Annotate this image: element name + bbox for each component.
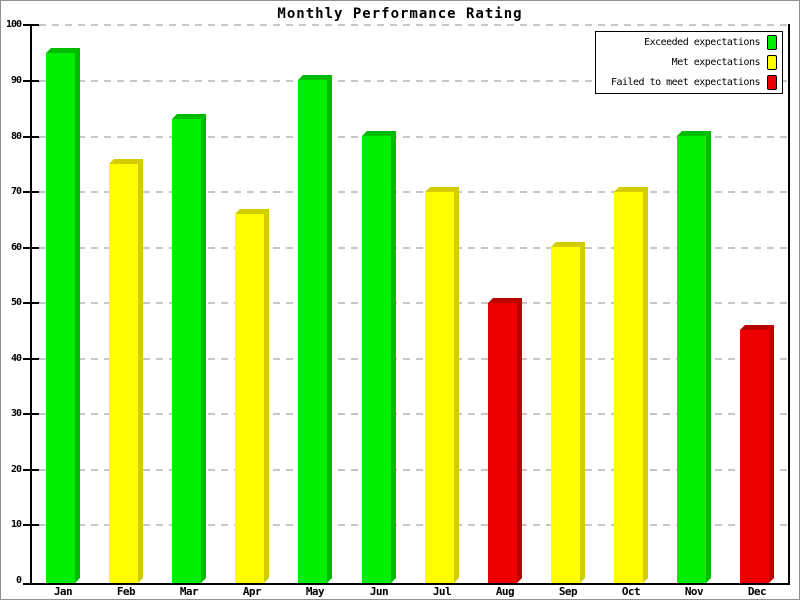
bar-jul xyxy=(425,187,459,583)
bar-face-nov xyxy=(677,136,706,583)
bar-dec xyxy=(740,325,774,583)
legend-entry-exceeded: Exceeded expectations xyxy=(596,33,777,53)
gridline-70 xyxy=(39,191,788,193)
x-tick-label-aug: Aug xyxy=(495,585,515,598)
legend: Exceeded expectations Met expectations Fai… xyxy=(595,31,783,94)
y-tick-label-0: 0 xyxy=(15,575,22,586)
bar-feb xyxy=(109,159,143,583)
y-tick-label-10: 10 xyxy=(10,519,22,530)
y-tick-label-50: 50 xyxy=(10,297,22,308)
bar-face-apr xyxy=(235,214,264,583)
y-tick-label-70: 70 xyxy=(10,186,22,197)
gridline-10 xyxy=(39,524,788,526)
x-axis-line xyxy=(23,583,790,585)
x-tick-label-mar: Mar xyxy=(179,585,199,598)
bar-face-oct xyxy=(614,192,643,583)
x-tick-label-dec: Dec xyxy=(747,585,767,598)
y-tick-label-20: 20 xyxy=(10,464,22,475)
x-tick-label-oct: Oct xyxy=(621,585,641,598)
legend-swatch-exceeded xyxy=(767,35,777,50)
bar-face-jun xyxy=(362,136,391,583)
y-tick-label-30: 30 xyxy=(10,408,22,419)
x-tick-label-may: May xyxy=(305,585,325,598)
gridline-40 xyxy=(39,358,788,360)
gridline-30 xyxy=(39,413,788,415)
y-tick-label-90: 90 xyxy=(10,75,22,86)
bar-jun xyxy=(362,131,396,583)
bar-face-feb xyxy=(109,164,138,583)
x-tick-label-jul: Jul xyxy=(432,585,452,598)
y-axis-line xyxy=(30,24,32,585)
bar-oct xyxy=(614,187,648,583)
x-tick-label-jan: Jan xyxy=(53,585,73,598)
gridline-100 xyxy=(39,24,788,26)
x-tick-label-jun: Jun xyxy=(369,585,389,598)
bar-sep xyxy=(551,242,585,583)
bar-face-aug xyxy=(488,303,517,583)
x-tick-label-feb: Feb xyxy=(116,585,136,598)
bar-jan xyxy=(46,48,80,583)
bar-face-mar xyxy=(172,119,201,583)
gridline-50 xyxy=(39,302,788,304)
bar-face-may xyxy=(298,80,327,583)
bar-face-sep xyxy=(551,247,580,583)
x-tick-label-sep: Sep xyxy=(558,585,578,598)
plot-right-border xyxy=(788,24,790,585)
y-tick-label-40: 40 xyxy=(10,353,22,364)
gridline-60 xyxy=(39,247,788,249)
bar-nov xyxy=(677,131,711,583)
legend-entry-label: Failed to meet expectations xyxy=(610,76,761,88)
bar-aug xyxy=(488,298,522,583)
legend-swatch-met xyxy=(767,55,777,70)
chart-title: Monthly Performance Rating xyxy=(277,6,523,22)
gridline-20 xyxy=(39,469,788,471)
y-tick-label-100: 100 xyxy=(5,19,22,30)
x-tick-label-nov: Nov xyxy=(684,585,704,598)
bar-mar xyxy=(172,114,206,583)
legend-entry-met: Met expectations xyxy=(596,53,777,73)
x-tick-label-apr: Apr xyxy=(242,585,262,598)
legend-entry-label: Met expectations xyxy=(671,56,761,68)
y-tick-label-60: 60 xyxy=(10,242,22,253)
bar-face-jan xyxy=(46,53,75,583)
bar-face-dec xyxy=(740,330,769,583)
bar-may xyxy=(298,75,332,583)
legend-swatch-failed xyxy=(767,75,777,90)
bar-apr xyxy=(235,209,269,583)
gridline-90 xyxy=(39,80,788,82)
legend-entry-label: Exceeded expectations xyxy=(644,36,760,48)
y-tick-label-80: 80 xyxy=(10,131,22,142)
legend-entry-failed: Failed to meet expectations xyxy=(596,73,777,93)
bar-face-jul xyxy=(425,192,454,583)
gridline-80 xyxy=(39,136,788,138)
